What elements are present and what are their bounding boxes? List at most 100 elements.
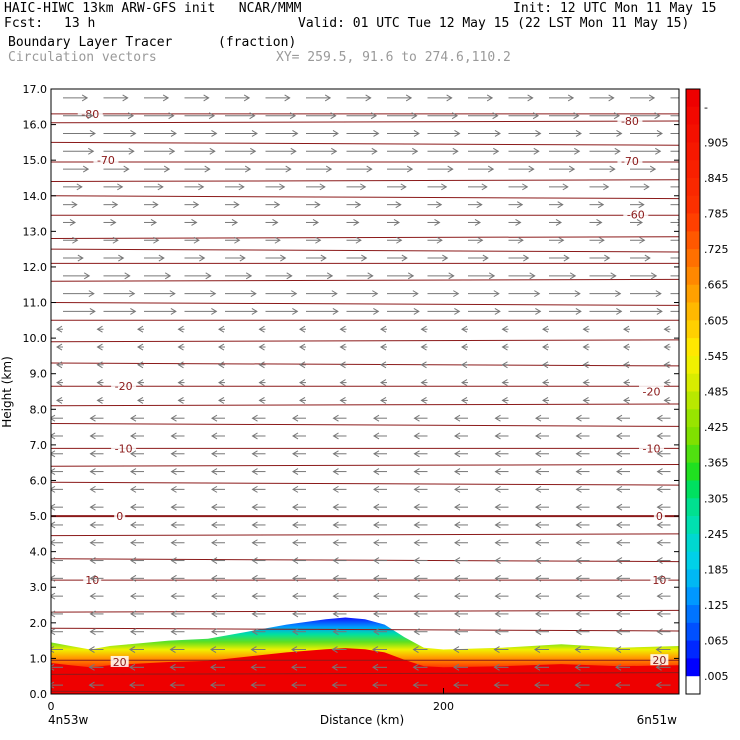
vector-arrowhead (616, 468, 623, 476)
colorbar-swatch (686, 427, 700, 446)
vector-arrowhead (598, 236, 605, 244)
vector-arrowhead (326, 272, 334, 280)
vector-arrowhead (542, 343, 549, 351)
vector-arrowhead (442, 254, 449, 262)
vector-arrowhead (534, 663, 541, 671)
vector-arrowhead (609, 165, 616, 173)
vector-arrowhead (413, 414, 420, 422)
vector-arrowhead (258, 325, 265, 333)
colorbar-swatch (686, 355, 700, 375)
vector-arrowhead (286, 272, 293, 280)
vector-arrowhead (616, 485, 623, 493)
vector-arrowhead (493, 681, 500, 689)
vector-arrowhead (615, 290, 622, 298)
vector-arrowhead (211, 521, 218, 529)
vector-arrowhead (435, 201, 443, 209)
vector-arrowhead (494, 610, 501, 618)
vector-arrowhead (210, 663, 217, 671)
contour-label-bg (93, 154, 119, 166)
contour-label-bg (110, 655, 129, 667)
vector-arrowhead (517, 236, 524, 244)
colorbar-swatch (686, 640, 700, 659)
vector-arrowhead (655, 663, 662, 671)
vector-arrowhead (656, 574, 663, 582)
vector-arrowhead (494, 521, 501, 529)
vector-arrowhead (401, 254, 408, 262)
contour-label-bg (650, 654, 669, 666)
isotherm-line (51, 481, 679, 486)
vector-arrowhead (575, 307, 582, 315)
vector-arrowhead (574, 290, 581, 298)
vector-arrowhead (582, 379, 589, 387)
colorbar-swatch (686, 516, 700, 535)
vector-arrowhead (494, 432, 501, 440)
vector-arrowhead (643, 183, 650, 191)
vector-arrowhead (250, 646, 257, 653)
vector-arrowhead (193, 236, 200, 244)
vector-arrowhead (96, 396, 103, 404)
vector-arrowhead (420, 379, 427, 387)
vector-arrowhead (218, 343, 225, 351)
colorbar-swatch (686, 569, 700, 588)
vector-arrowhead (413, 610, 420, 618)
colorbar-frame (685, 88, 701, 695)
vector-arrowhead (312, 219, 319, 226)
vector-arrowhead (218, 361, 225, 369)
y-tick-label: 17.0 (23, 83, 48, 96)
vector-arrowhead (251, 503, 258, 511)
vector-arrowhead (233, 201, 240, 209)
vector-arrowhead (361, 254, 368, 262)
vector-arrowhead (292, 450, 299, 458)
vector-arrowhead (494, 574, 501, 582)
colorbar-swatch (686, 480, 700, 499)
vector-arrowhead (137, 361, 144, 369)
vector-arrowhead (168, 112, 175, 120)
colorbar-label: .905 (704, 136, 729, 149)
isotherm-line (51, 362, 679, 367)
vector-arrowhead (87, 112, 94, 120)
vector-arrowhead (558, 236, 565, 244)
vector-arrowhead (360, 183, 367, 191)
y-tick-label: 0.0 (30, 688, 48, 701)
vector-arrowhead (170, 450, 177, 458)
vector-arrowhead (454, 574, 461, 582)
vector-arrowhead (89, 610, 96, 618)
vector-arrowhead (372, 663, 379, 671)
vector-arrowhead (330, 112, 337, 120)
vector-arrowhead (493, 646, 500, 653)
vector-arrowhead (130, 130, 137, 137)
isotherm-line (51, 609, 679, 613)
vector-arrowhead (332, 503, 339, 511)
vector-arrowhead (292, 468, 299, 476)
vector-arrowhead (367, 272, 374, 280)
vector-arrowhead (279, 183, 286, 191)
colorbar-swatch (686, 89, 700, 108)
colorbar-swatch (686, 498, 700, 517)
vector-arrowhead (454, 432, 461, 440)
vector-arrowhead (292, 628, 299, 636)
isotherm-line (51, 533, 679, 537)
vector-arrowhead (177, 396, 184, 404)
vector-arrowhead (616, 307, 623, 315)
vector-arrowhead (191, 219, 198, 226)
vector-arrowhead (292, 414, 299, 422)
vector-arrowhead (413, 557, 420, 564)
axes: 0.0 1.0 2.0 3.0 4.0 5.0 6.0 7.0 8.0 9.0 10.0 11.0 12… (23, 83, 679, 727)
vector-arrowhead (127, 112, 135, 120)
vector-arrowhead (575, 450, 582, 458)
vector-arrowhead (51, 485, 56, 493)
vector-arrowhead (623, 361, 630, 369)
vector-arrowhead (535, 485, 542, 493)
vector-arrowhead (209, 147, 216, 155)
vector-arrowhead (534, 646, 541, 653)
vector-arrowhead (177, 379, 184, 387)
vector-arrowhead (616, 539, 623, 547)
vector-arrowhead (413, 485, 420, 493)
vector-arrowhead (481, 183, 488, 191)
colorbar-swatch (686, 373, 700, 392)
vector-arrowhead (339, 343, 346, 351)
vector-arrowhead (177, 343, 184, 351)
vector-arrowhead (680, 237, 685, 243)
vector-arrowhead (493, 147, 500, 155)
vector-arrowhead (355, 236, 362, 244)
